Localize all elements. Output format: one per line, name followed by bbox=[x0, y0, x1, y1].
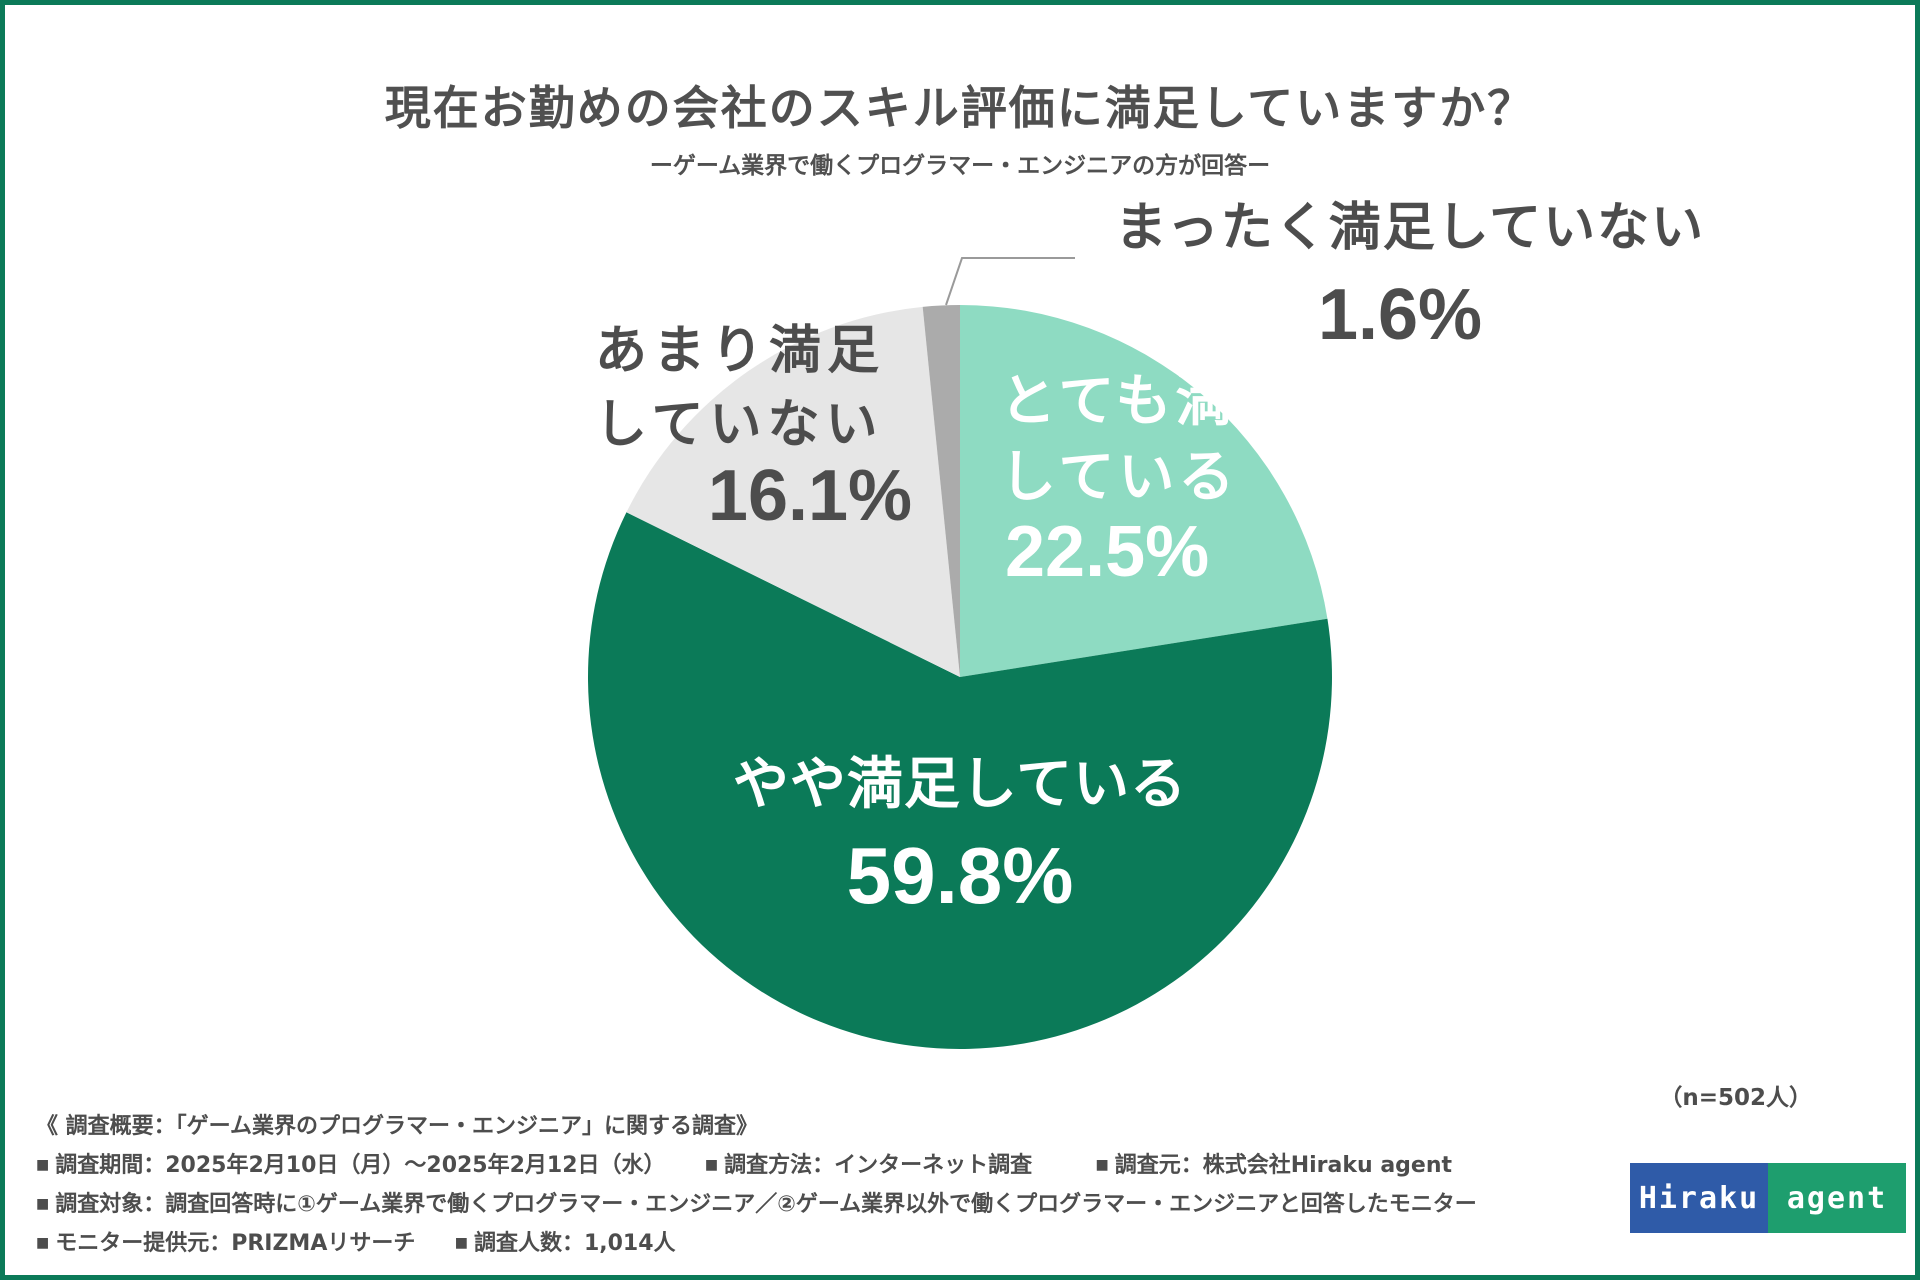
slice-value-label: 1.6% bbox=[1318, 275, 1482, 355]
slice-label: あまり満足 bbox=[595, 321, 885, 381]
pie-slice bbox=[960, 305, 1328, 677]
survey-provider: モニター提供元：PRIZMAリサーチ bbox=[55, 1231, 416, 1256]
slice-label: している bbox=[1000, 445, 1238, 510]
survey-method: 調査方法：インターネット調査 bbox=[724, 1153, 1033, 1178]
survey-count: 調査人数：1,014人 bbox=[473, 1231, 676, 1256]
bullet-icon: ■ bbox=[704, 1157, 719, 1173]
hiraku-agent-logo: Hiraku agent bbox=[1630, 1163, 1906, 1233]
survey-target: 調査対象：調査回答時に①ゲーム業界で働くプログラマー・エンジニア／②ゲーム業界以… bbox=[55, 1192, 1477, 1217]
sample-size-label: （n=502人） bbox=[1659, 1085, 1812, 1111]
survey-overview: 《 調査概要：「ゲーム業界のプログラマー・エンジニア」に関する調査》 ■ 調査期間… bbox=[36, 1108, 1477, 1263]
pie-slice bbox=[588, 512, 1332, 1049]
survey-period: 調査期間：2025年2月10日（月）〜2025年2月12日（水） bbox=[55, 1153, 666, 1178]
bullet-icon: ■ bbox=[36, 1235, 50, 1251]
logo-left: Hiraku bbox=[1630, 1163, 1768, 1233]
bullet-icon: ■ bbox=[36, 1157, 50, 1173]
bullet-icon: ■ bbox=[36, 1196, 50, 1212]
bullet-icon: ■ bbox=[1095, 1157, 1109, 1173]
slice-value-label: 59.8% bbox=[847, 831, 1074, 920]
slice-value-label: 16.1% bbox=[708, 456, 912, 536]
slice-label: とても満足 bbox=[1000, 369, 1296, 434]
chart-title: 現在お勤めの会社のスキル評価に満足していますか？ bbox=[384, 81, 1536, 135]
logo-right: agent bbox=[1768, 1163, 1906, 1233]
bullet-icon: ■ bbox=[454, 1235, 468, 1251]
survey-heading: 《 調査概要：「ゲーム業界のプログラマー・エンジニア」に関する調査》 bbox=[36, 1114, 759, 1139]
slice-label: まったく満足していない bbox=[1115, 198, 1705, 258]
slice-label: していない bbox=[595, 395, 883, 455]
chart-subtitle: ーゲーム業界で働くプログラマー・エンジニアの方が回答ー bbox=[649, 153, 1271, 179]
survey-organizer: 調査元：株式会社Hiraku agent bbox=[1114, 1153, 1453, 1178]
slice-value-label: 22.5% bbox=[1005, 512, 1209, 592]
pie-slice bbox=[626, 306, 960, 677]
pie-slice bbox=[922, 305, 960, 677]
slice-label: やや満足している bbox=[733, 752, 1187, 817]
leader-line bbox=[945, 257, 1075, 306]
